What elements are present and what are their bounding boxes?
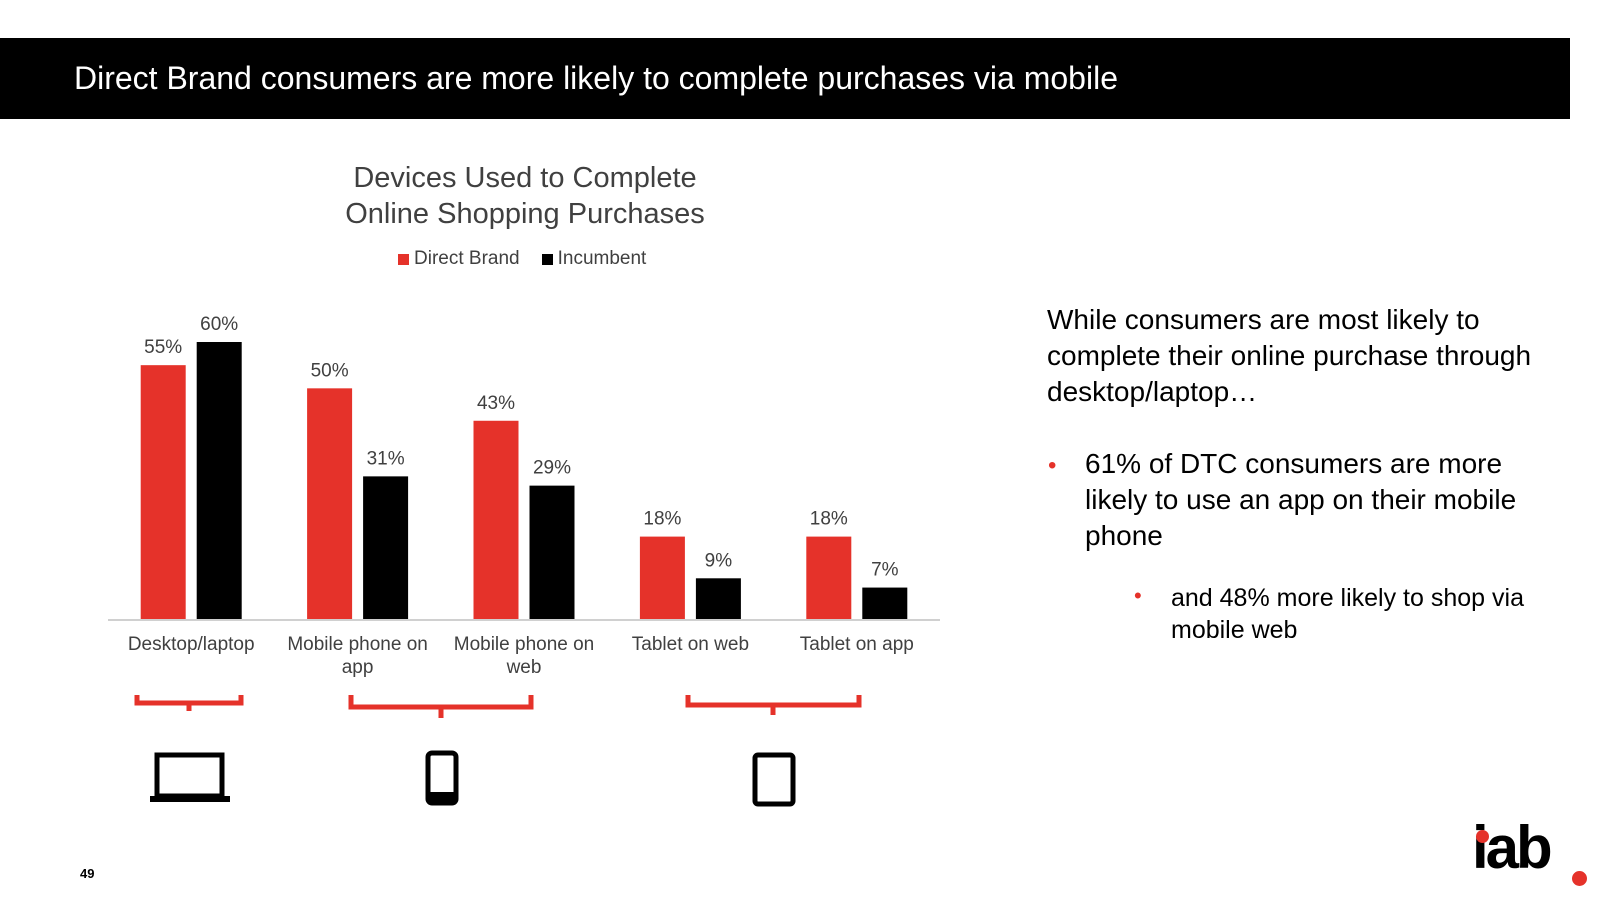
device-brackets <box>134 695 862 718</box>
header-bar: Direct Brand consumers are more likely t… <box>0 38 1570 119</box>
bracket-mobile <box>348 695 534 718</box>
bar-direct-brand-desktop-laptop <box>140 365 186 620</box>
bracket-tablet <box>685 695 862 715</box>
data-label-direct-brand-mobile-phone-on-web: 43% <box>477 393 515 414</box>
bar-incumbent-tablet-on-web <box>695 578 741 620</box>
bullet-2-text: and 48% more likely to shop via mobile w… <box>1171 584 1524 644</box>
bar-direct-brand-tablet-on-app <box>806 536 852 620</box>
bar-direct-brand-tablet-on-web <box>639 536 685 620</box>
category-label-desktop-laptop: Desktop/laptop <box>128 634 255 655</box>
legend-item-direct-brand: Direct Brand <box>398 248 520 270</box>
tablet-icon <box>752 752 796 807</box>
bullet-1-text: 61% of DTC consumers are more likely to … <box>1085 448 1517 551</box>
data-label-direct-brand-mobile-phone-on-app: 50% <box>311 360 349 381</box>
chart-title: Devices Used to Complete Online Shopping… <box>300 160 750 232</box>
category-label-mobile-phone-on-app-line-2: app <box>342 657 374 678</box>
bars-layer: 55% 60% 50% 31% 43% 29% 18% 9% 18% 7% <box>140 314 908 620</box>
bullet-2-dot: • <box>1134 583 1142 608</box>
smartphone-icon <box>425 750 459 806</box>
bar-incumbent-desktop-laptop <box>196 342 242 620</box>
slide-title: Direct Brand consumers are more likely t… <box>74 60 1118 96</box>
bar-direct-brand-mobile-phone-on-web <box>473 420 519 620</box>
category-label-mobile-phone-on-web-line-1: Mobile phone on <box>454 634 595 655</box>
legend-item-incumbent: Incumbent <box>541 248 647 270</box>
page-number: 49 <box>80 866 95 881</box>
chart-legend: Direct Brand Incumbent <box>398 248 646 270</box>
bullet-1: • 61% of DTC consumers are more likely t… <box>1048 446 1525 554</box>
iab-logo: iab <box>1472 814 1553 881</box>
chart-title-line-2: Online Shopping Purchases <box>345 198 705 230</box>
data-label-incumbent-desktop-laptop: 60% <box>200 314 238 335</box>
data-label-incumbent-tablet-on-web: 9% <box>705 550 733 571</box>
bullet-2: • and 48% more likely to shop via mobile… <box>1134 582 1571 646</box>
category-label-mobile-phone-on-app-line-1: Mobile phone on <box>287 634 428 655</box>
category-label-tablet-on-app: Tablet on app <box>800 634 914 655</box>
category-label-tablet-on-web: Tablet on web <box>632 634 749 655</box>
legend-label-direct-brand: Direct Brand <box>414 248 520 269</box>
category-label-mobile-phone-on-web-line-2: web <box>506 657 542 678</box>
data-label-direct-brand-desktop-laptop: 55% <box>144 337 182 358</box>
bar-direct-brand-mobile-phone-on-app <box>307 388 353 620</box>
data-label-incumbent-mobile-phone-on-web: 29% <box>533 458 571 479</box>
chart-title-line-1: Devices Used to Complete <box>353 162 697 194</box>
laptop-icon <box>150 752 230 802</box>
legend-swatch-direct-brand <box>398 253 409 265</box>
iab-logo-dot-end <box>1572 871 1587 886</box>
bar-chart: 55% 60% 50% 31% 43% 29% 18% 9% 18% 7% Desktop/lap… <box>108 314 940 807</box>
data-label-direct-brand-tablet-on-web: 18% <box>643 509 681 530</box>
bar-incumbent-tablet-on-app <box>862 587 908 620</box>
data-label-incumbent-mobile-phone-on-app: 31% <box>367 448 405 469</box>
right-lead-text: While consumers are most likely to compl… <box>1047 304 1532 407</box>
bar-incumbent-mobile-phone-on-web <box>529 485 575 620</box>
legend-label-incumbent: Incumbent <box>557 248 647 269</box>
bar-incumbent-mobile-phone-on-app <box>363 476 409 620</box>
iab-logo-dot-top <box>1476 830 1489 843</box>
bracket-desktop <box>134 695 244 711</box>
legend-swatch-incumbent <box>541 253 553 265</box>
data-label-incumbent-tablet-on-app: 7% <box>871 560 899 581</box>
data-label-direct-brand-tablet-on-app: 18% <box>810 509 848 530</box>
bullet-1-dot: • <box>1048 452 1057 479</box>
